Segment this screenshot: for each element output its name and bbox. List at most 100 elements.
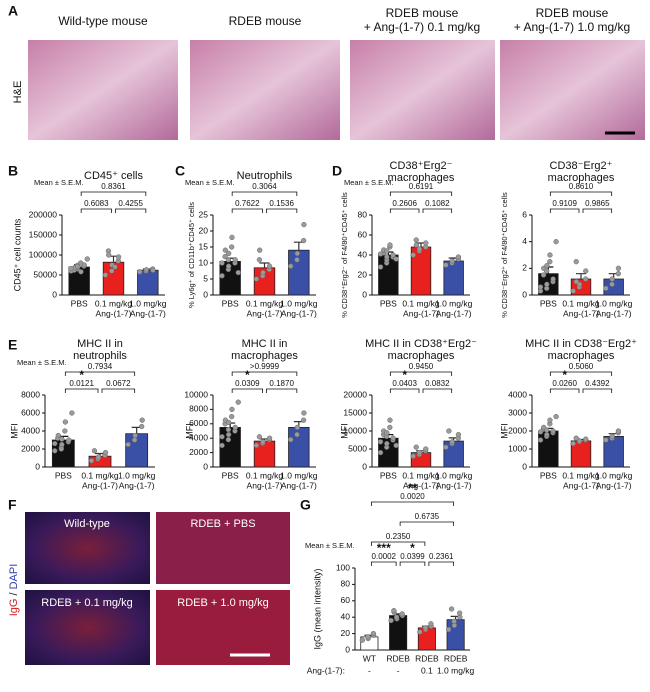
x-tick-label: 0.1 mg/kg: [246, 470, 284, 480]
y-tick-label: 100: [336, 562, 350, 572]
data-point: [388, 617, 394, 624]
p-value: 0.8610: [569, 182, 594, 191]
x-tick-label: Ang-(1-7): [596, 480, 632, 490]
data-point: [449, 258, 455, 264]
y-axis-label: % CD38⁺Erg2⁻ of F4/80⁺CD45⁺ cells: [340, 192, 349, 318]
significance-bracket: [266, 388, 298, 393]
data-point: [294, 250, 300, 257]
p-value: 0.9450: [409, 362, 434, 371]
data-point: [59, 436, 65, 442]
y-tick-label: 50000: [33, 269, 57, 279]
chart-title: CD38⁺Erg2⁻: [390, 160, 453, 172]
stats-note: Mean ± S.E.M.: [344, 178, 394, 187]
data-point: [106, 252, 112, 258]
y-tick-label: 80: [341, 579, 351, 589]
data-point: [544, 263, 550, 269]
if-images: [25, 512, 290, 665]
data-point: [544, 268, 550, 274]
y-tick-label: 1000: [508, 443, 527, 453]
dose-label: 1.0 mg/kg: [437, 665, 475, 675]
y-tick-label: 20000: [343, 389, 367, 399]
data-point: [294, 431, 300, 438]
y-tick-label: 4000: [21, 425, 40, 435]
p-value: 0.1082: [425, 199, 450, 208]
he-images: [28, 40, 645, 140]
data-point: [112, 264, 118, 270]
data-point: [423, 446, 429, 452]
chart: IgG (mean intensity) 0 20 40 60 80 100 WT RDEB RD…: [305, 481, 475, 675]
y-axis-label: IgG (mean intensity): [312, 568, 322, 649]
data-point: [582, 276, 589, 282]
p-value: 0.3064: [252, 182, 277, 191]
data-point: [387, 242, 393, 248]
x-tick-label: PBS: [540, 298, 557, 308]
y-tick-label: 4000: [189, 432, 208, 442]
data-point: [456, 610, 463, 616]
y-tick-label: 0: [52, 289, 57, 299]
y-tick-label: 0: [203, 289, 208, 299]
chart-title: CD38⁻Erg2⁺: [550, 160, 613, 172]
significance-bracket: [582, 388, 613, 393]
data-point: [226, 263, 232, 269]
x-tick-label: 0.1 mg/kg: [81, 470, 119, 480]
y-tick-label: 0: [362, 289, 367, 299]
fluorescence-image: [25, 590, 150, 665]
data-point: [359, 637, 366, 643]
p-value: 0.0832: [425, 379, 450, 388]
data-point: [537, 429, 544, 435]
x-tick-label: Ang-(1-7): [436, 308, 472, 318]
significance-bracket: [266, 208, 298, 213]
chart-title: MHC II in: [77, 338, 123, 350]
x-tick-label: 0.1 mg/kg: [402, 470, 440, 480]
data-point: [365, 634, 371, 640]
data-point: [232, 424, 238, 431]
p-value: 0.7934: [88, 362, 113, 371]
data-point: [222, 247, 229, 253]
data-point: [370, 630, 377, 637]
y-tick-label: 2000: [189, 447, 208, 457]
x-tick-label: Ang-(1-7): [119, 480, 155, 490]
data-point: [115, 254, 122, 260]
data-point: [58, 446, 64, 452]
data-point: [553, 413, 559, 420]
data-point: [416, 246, 423, 252]
significance-bracket: [80, 191, 147, 196]
x-tick-label: 0.1 mg/kg: [402, 298, 440, 308]
bar: [288, 249, 310, 296]
data-point: [125, 441, 131, 448]
x-tick-label: Ang-(1-7): [281, 480, 317, 490]
x-tick-label: Ang-(1-7): [403, 480, 439, 490]
p-value: 0.6191: [409, 182, 434, 191]
dose-label: 0.1: [421, 665, 433, 675]
x-tick-label: PBS: [380, 298, 397, 308]
data-point: [390, 252, 396, 258]
data-point: [428, 621, 434, 627]
data-point: [137, 269, 143, 275]
y-axis-label: MFI: [499, 423, 509, 439]
p-value: 0.5060: [569, 362, 594, 371]
data-point: [547, 259, 553, 265]
x-tick-label: 1.0 mg/kg: [129, 298, 167, 308]
y-tick-label: 6: [522, 209, 527, 219]
data-point: [603, 285, 609, 291]
y-tick-label: 40: [358, 249, 368, 259]
significance-bracket: [370, 541, 426, 546]
data-point: [550, 428, 556, 434]
data-point: [573, 435, 579, 441]
data-point: [615, 271, 621, 277]
data-point: [219, 442, 225, 449]
significance-bracket: [101, 388, 136, 393]
data-point: [294, 257, 300, 263]
x-tick-label: WT: [363, 653, 376, 663]
significance-bracket: [399, 521, 455, 526]
y-tick-label: 150000: [29, 229, 58, 239]
data-point: [377, 264, 384, 270]
panel-label: D: [332, 163, 342, 179]
stats-note: Mean ± S.E.M.: [185, 178, 235, 187]
p-value: 0.2606: [392, 199, 417, 208]
data-point: [226, 431, 232, 438]
data-point: [84, 256, 90, 262]
data-point: [52, 440, 58, 447]
fluorescence-image: [156, 512, 290, 584]
